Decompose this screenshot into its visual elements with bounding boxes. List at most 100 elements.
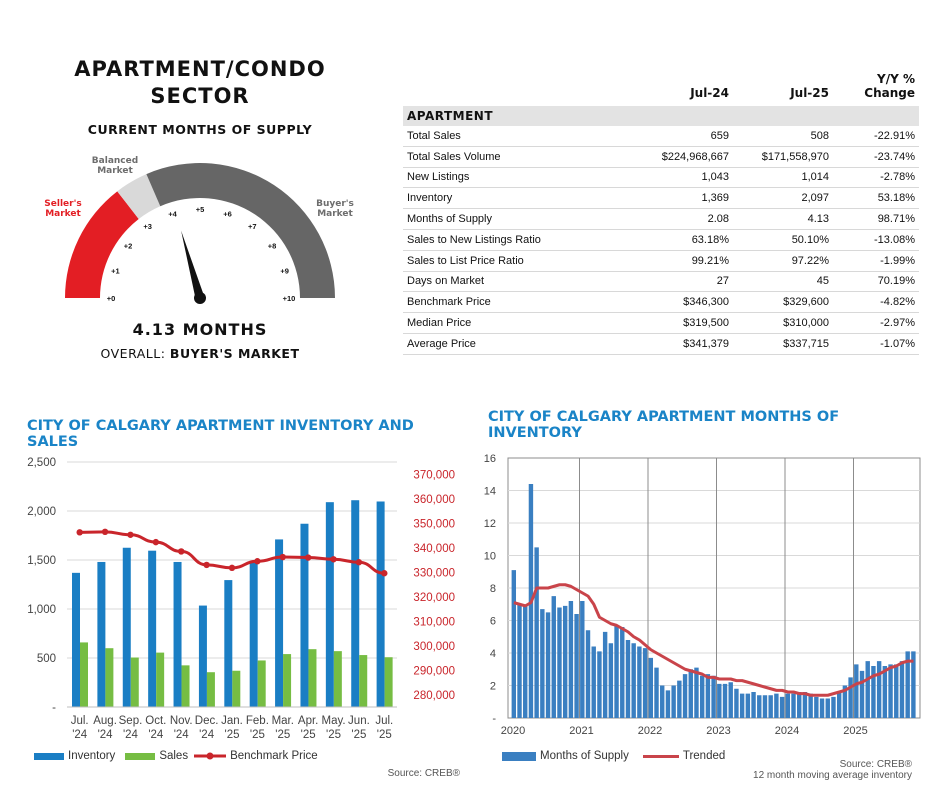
right-axis-tick: 280,000 (413, 690, 455, 702)
legend-benchmark-label: Benchmark Price (230, 750, 318, 762)
y-axis-tick: - (492, 713, 496, 725)
months-of-supply-bar (791, 693, 796, 718)
left-axis-tick: - (52, 702, 56, 714)
y-axis-tick: 6 (490, 616, 496, 628)
months-of-supply-bar (899, 661, 905, 718)
months-inventory-legend: Months of Supply Trended (502, 750, 725, 762)
legend-inventory-label: Inventory (68, 750, 116, 762)
months-of-supply-bar (660, 685, 665, 718)
header-jul25: Jul-25 (790, 86, 829, 100)
x-axis-tick: '25 (301, 729, 316, 741)
legend-months-label: Months of Supply (540, 750, 629, 762)
months-of-supply-bar (642, 648, 648, 718)
months-of-supply-bar (785, 693, 791, 718)
section-row: APARTMENT (403, 106, 919, 126)
months-of-supply-bar (517, 604, 522, 718)
months-of-supply-bar (882, 666, 888, 718)
inventory-bar (275, 539, 284, 707)
months-of-supply-bar (511, 570, 517, 718)
x-axis-tick: Jan. (221, 715, 243, 727)
months-of-supply-bar (562, 605, 568, 718)
benchmark-price-point (101, 528, 109, 536)
row-change: -4.82% (833, 291, 919, 314)
x-axis-tick: May. (321, 715, 345, 727)
x-axis-tick: '24 (72, 729, 88, 741)
right-axis-tick: 360,000 (413, 494, 455, 506)
table-row: Average Price $341,379 $337,715 -1.07% (403, 333, 919, 355)
months-of-supply-bar (551, 596, 556, 718)
sales-bar (206, 672, 215, 707)
row-change: -1.07% (833, 333, 919, 355)
legend-inventory-swatch (34, 752, 64, 760)
benchmark-price-point (228, 564, 236, 572)
row-jul24: 63.18% (623, 229, 733, 251)
right-axis-tick: 370,000 (413, 469, 455, 481)
months-inventory-chart: - 2 4 6 8 10 12 14 16 2020 2021 2022 2023 2024 2025 (484, 453, 921, 737)
benchmark-price-point (330, 556, 337, 563)
months-inventory-source-line1: Source: CREB® (839, 759, 912, 770)
y-axis-tick: 8 (490, 583, 496, 595)
months-of-supply-bar (859, 670, 865, 718)
months-of-supply-bar (848, 677, 853, 718)
months-of-supply-gauge: +0 +1 +2 +3 +4 +5 +6 +7 +8 +9 +10 (65, 163, 335, 304)
sales-bar (257, 660, 266, 707)
sales-bar (105, 648, 114, 707)
row-change: 98.71% (833, 208, 919, 230)
row-label: Inventory (403, 187, 623, 210)
row-jul25: $171,558,970 (733, 146, 833, 168)
gauge-subtitle: CURRENT MONTHS OF SUPPLY (87, 122, 313, 137)
months-of-supply-bar (865, 661, 870, 718)
legend-benchmark-swatch (194, 752, 227, 760)
months-of-supply-bar (699, 675, 705, 718)
x-axis-tick: '25 (377, 729, 392, 741)
row-label: Benchmark Price (403, 291, 623, 314)
header-jul24: Jul-24 (690, 86, 729, 100)
x-axis-tick: '25 (275, 729, 290, 741)
x-axis-tick: '24 (199, 729, 215, 741)
sector-title-line1: APARTMENT/CONDO (74, 57, 326, 81)
row-jul25: 2,097 (733, 187, 833, 210)
table-row: Inventory 1,369 2,097 53.18% (403, 187, 919, 210)
months-of-supply-bar (688, 669, 693, 718)
row-jul25: 50.10% (733, 229, 833, 251)
y-axis-tick: 12 (484, 518, 496, 530)
months-of-supply-bar (682, 674, 688, 718)
left-axis-tick: 2,000 (27, 506, 56, 518)
x-axis-tick: Oct. (145, 715, 166, 727)
inventory-sales-chart: - 500 1,000 1,500 2,000 2,500 280,000 290,000 30… (27, 457, 455, 741)
row-jul24: 99.21% (623, 250, 733, 272)
row-jul25: 45 (733, 271, 833, 293)
x-axis-tick: '24 (123, 729, 139, 741)
table-row: Benchmark Price $346,300 $329,600 -4.82% (403, 291, 919, 314)
months-of-supply-bar (802, 692, 808, 718)
months-of-supply-bar (797, 692, 802, 718)
months-of-supply-bar (620, 627, 625, 718)
row-change: 53.18% (833, 187, 919, 210)
right-axis-tick: 320,000 (413, 592, 455, 604)
balanced-market-arc (117, 174, 161, 219)
left-axis-tick: 1,500 (27, 555, 56, 567)
row-label: Total Sales Volume (403, 146, 623, 168)
y-axis-tick: 14 (484, 486, 496, 498)
x-axis-tick: '24 (174, 729, 190, 741)
benchmark-price-point (304, 554, 312, 561)
row-jul24: 2.08 (623, 208, 733, 230)
months-of-supply-bar (911, 651, 916, 718)
left-axis-tick: 500 (37, 653, 56, 665)
row-label: Average Price (403, 333, 623, 355)
sales-bar (359, 655, 368, 707)
months-of-supply-bar (825, 698, 830, 718)
gauge-tick-label: +4 (168, 209, 177, 218)
months-of-supply-bar (722, 683, 728, 718)
sales-bar (80, 642, 88, 707)
x-axis-tick: '24 (148, 729, 164, 741)
months-of-supply-bar (836, 692, 842, 718)
buyers-market-label: Buyer's Market (316, 199, 354, 219)
gauge-tick-label: +1 (111, 266, 120, 275)
months-of-supply-bar (751, 692, 756, 718)
x-axis-tick: Jun. (348, 715, 370, 727)
row-label: Months of Supply (403, 208, 623, 230)
months-of-supply-bar (717, 683, 722, 718)
sales-bar (308, 649, 317, 707)
row-change: -23.74% (833, 146, 919, 168)
